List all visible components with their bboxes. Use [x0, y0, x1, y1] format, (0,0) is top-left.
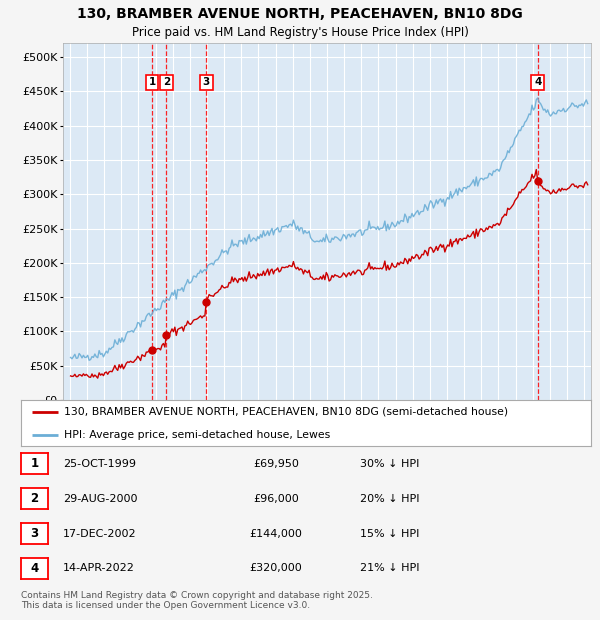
Text: 130, BRAMBER AVENUE NORTH, PEACEHAVEN, BN10 8DG (semi-detached house): 130, BRAMBER AVENUE NORTH, PEACEHAVEN, B…: [64, 407, 508, 417]
Text: 30% ↓ HPI: 30% ↓ HPI: [360, 459, 419, 469]
Text: 3: 3: [203, 78, 210, 87]
Text: 17-DEC-2002: 17-DEC-2002: [63, 529, 137, 539]
Text: 2: 2: [163, 78, 170, 87]
Text: £320,000: £320,000: [250, 564, 302, 574]
Text: 21% ↓ HPI: 21% ↓ HPI: [360, 564, 419, 574]
Text: Contains HM Land Registry data © Crown copyright and database right 2025.
This d: Contains HM Land Registry data © Crown c…: [21, 591, 373, 611]
Text: 4: 4: [31, 562, 38, 575]
Text: £144,000: £144,000: [250, 529, 302, 539]
Text: 4: 4: [534, 78, 541, 87]
Text: 130, BRAMBER AVENUE NORTH, PEACEHAVEN, BN10 8DG: 130, BRAMBER AVENUE NORTH, PEACEHAVEN, B…: [77, 7, 523, 21]
Text: 3: 3: [31, 527, 38, 540]
Text: £69,950: £69,950: [253, 459, 299, 469]
Text: 25-OCT-1999: 25-OCT-1999: [63, 459, 136, 469]
Text: 2: 2: [31, 492, 38, 505]
Text: Price paid vs. HM Land Registry's House Price Index (HPI): Price paid vs. HM Land Registry's House …: [131, 26, 469, 39]
Text: £96,000: £96,000: [253, 494, 299, 503]
Text: 14-APR-2022: 14-APR-2022: [63, 564, 135, 574]
Text: 20% ↓ HPI: 20% ↓ HPI: [360, 494, 419, 503]
Text: 29-AUG-2000: 29-AUG-2000: [63, 494, 137, 503]
Text: 1: 1: [148, 78, 155, 87]
Text: HPI: Average price, semi-detached house, Lewes: HPI: Average price, semi-detached house,…: [64, 430, 330, 440]
Text: 1: 1: [31, 458, 38, 471]
Text: 15% ↓ HPI: 15% ↓ HPI: [360, 529, 419, 539]
